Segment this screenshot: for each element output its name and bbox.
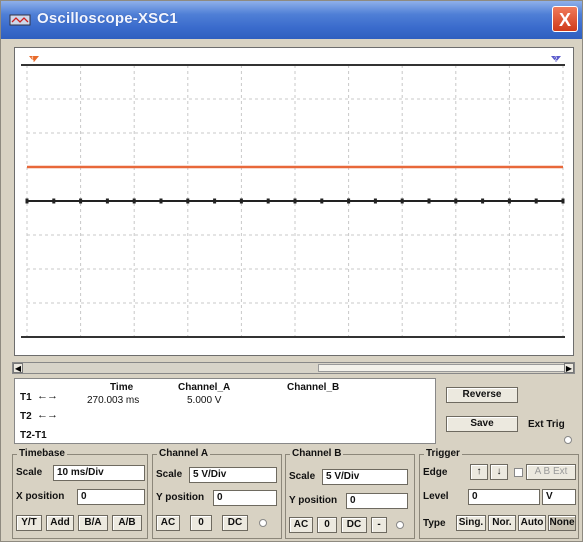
channel-b-sample-markers [25,198,565,204]
trigger-single-button[interactable]: Sing. [456,515,486,531]
scope-screen: 1 2 [21,56,565,338]
trace-b-marker [52,198,56,204]
rising-edge-icon[interactable]: ↑ [470,464,488,480]
row-label-t1: T1 [20,392,32,403]
scroll-right-icon[interactable]: ▶ [564,363,574,373]
trace-b-marker [159,198,163,204]
x-position-label: X position [16,491,65,502]
trigger-level-unit[interactable]: V [542,489,576,505]
trigger-normal-button[interactable]: Nor. [488,515,516,531]
trigger-panel: Trigger Edge ↑ ↓ A B Ext Level 0 V Type … [419,448,579,539]
svg-text:1: 1 [31,57,35,63]
channel-b-terminal-icon[interactable] [396,521,404,529]
channel-b-ac-button[interactable]: AC [289,517,313,533]
channel-a-ypos-field[interactable]: 0 [213,490,277,506]
trace-b-marker [320,198,324,204]
channel-a-terminal-icon[interactable] [259,519,267,527]
channel-b-title: Channel B [290,448,344,459]
channel-a-ypos-label: Y position [156,492,205,503]
trace-b-marker [266,198,270,204]
channel-b-zero-button[interactable]: 0 [317,517,337,533]
trace-b-marker [186,198,190,204]
t1-move-arrows-icon[interactable]: ←→ [37,390,58,402]
channel-a-header: Channel_A [178,382,231,393]
scroll-left-icon[interactable]: ◀ [13,363,23,373]
mode-yt-button[interactable]: Y/T [16,515,42,531]
channel-a-scale-label: Scale [156,469,183,480]
trigger-source-buttons[interactable]: A B Ext [526,464,576,480]
trace-b-marker [213,198,217,204]
channel-b-scale-label: Scale [289,471,316,482]
close-button[interactable]: X [552,6,578,32]
cursor-t2-marker[interactable]: 2 [551,56,561,63]
trace-b-marker [373,198,377,204]
trigger-level-field[interactable]: 0 [468,489,540,505]
trace-b-marker [534,198,538,204]
channel-b-ypos-label: Y position [289,495,338,506]
channel-b-dc-button[interactable]: DC [341,517,367,533]
trace-b-marker [239,198,243,204]
trigger-title: Trigger [424,448,462,459]
timebase-scale-label: Scale [16,467,43,478]
trace-b-marker [293,198,297,204]
channel-b-ypos-field[interactable]: 0 [346,493,408,509]
trace-b-marker [400,198,404,204]
cursor-readout-panel: T1 ←→ T2 ←→ T2-T1 Time Channel_A Channel… [14,378,436,444]
timebase-panel: Timebase Scale 10 ms/Div X position 0 Y/… [12,448,148,539]
trace-b-marker [427,198,431,204]
channel-a-scale-field[interactable]: 5 V/Div [189,467,277,483]
ext-trig-label: Ext Trig [528,419,565,430]
row-label-t2-t1: T2-T1 [20,430,47,441]
scroll-thumb[interactable] [318,364,568,372]
trigger-none-button[interactable]: None [548,515,576,531]
trace-b-marker [347,198,351,204]
ext-trig-terminal-icon[interactable] [564,436,572,444]
level-label: Level [423,491,449,502]
trigger-auto-button[interactable]: Auto [518,515,546,531]
edge-label: Edge [423,467,448,478]
channel-a-zero-button[interactable]: 0 [190,515,212,531]
svg-text:2: 2 [554,57,558,63]
t2-move-arrows-icon[interactable]: ←→ [37,409,58,421]
horizontal-scrollbar[interactable]: ◀ ▶ [12,362,575,374]
trace-b-marker [25,198,29,204]
t1-channel-a-value: 5.000 V [187,395,222,406]
x-position-field[interactable]: 0 [77,489,145,505]
trace-b-marker [79,198,83,204]
channel-a-title: Channel A [157,448,211,459]
channel-b-panel: Channel B Scale 5 V/Div Y position 0 AC … [285,448,415,539]
channel-b-header: Channel_B [287,382,340,393]
falling-edge-icon[interactable]: ↓ [490,464,508,480]
channel-a-panel: Channel A Scale 5 V/Div Y position 0 AC … [152,448,282,539]
trace-b-marker [105,198,109,204]
trace-b-marker [561,198,565,204]
cursor-t1-marker[interactable]: 1 [29,56,39,63]
t1-time-value: 270.003 ms [87,395,140,406]
timebase-title: Timebase [17,448,67,459]
window-title: Oscilloscope-XSC1 [37,10,178,27]
trace-b-marker [132,198,136,204]
channel-b-scale-field[interactable]: 5 V/Div [322,469,408,485]
type-label: Type [423,518,446,529]
reverse-button[interactable]: Reverse [446,387,518,403]
mode-ab-button[interactable]: A/B [112,515,142,531]
row-label-t2: T2 [20,411,32,422]
mode-add-button[interactable]: Add [46,515,74,531]
timebase-scale-field[interactable]: 10 ms/Div [53,465,145,481]
channel-a-dc-button[interactable]: DC [222,515,248,531]
channel-a-ac-button[interactable]: AC [156,515,180,531]
mode-ba-button[interactable]: B/A [78,515,108,531]
trace-b-marker [507,198,511,204]
time-header: Time [110,382,134,393]
channel-b-invert-button[interactable]: - [371,517,387,533]
save-button[interactable]: Save [446,416,518,432]
oscilloscope-app-icon [9,14,31,26]
trace-b-marker [454,198,458,204]
title-bar[interactable]: Oscilloscope-XSC1 X [1,1,582,39]
scope-display[interactable]: 1 2 [14,47,574,356]
trace-b-marker [481,198,485,204]
trigger-source-checkbox[interactable] [514,468,523,477]
